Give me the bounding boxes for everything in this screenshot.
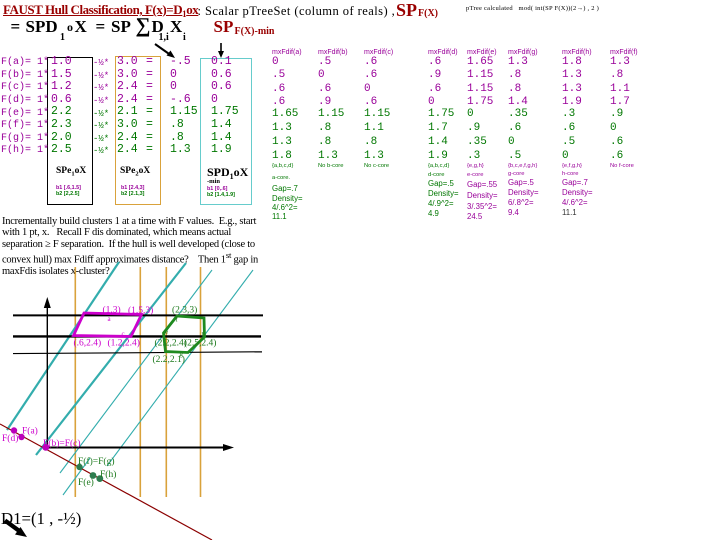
svg-text:F(b)=F(c): F(b)=F(c) [43,438,81,449]
svg-text:F(h): F(h) [100,469,116,480]
svg-text:(2.5,2.4): (2.5,2.4) [184,338,216,349]
svg-text:h: h [202,331,206,339]
svg-text:f: f [176,316,179,324]
svg-text:a: a [108,315,112,323]
svg-text:c: c [122,330,125,338]
svg-text:(2.2,2.4): (2.2,2.4) [155,338,187,349]
svg-text:g: g [180,350,184,358]
svg-text:F(a): F(a) [22,426,38,437]
svg-text:F(e): F(e) [78,477,94,488]
svg-text:(1.5,3): (1.5,3) [128,305,153,316]
svg-text:(.6,2.4): (.6,2.4) [74,338,102,349]
svg-text:D1=(1 , -½): D1=(1 , -½) [1,509,81,528]
svg-text:F(f)=F(g): F(f)=F(g) [78,456,115,467]
svg-text:e: e [165,328,168,336]
svg-text:F(d): F(d) [2,433,18,444]
svg-text:(1.2,2.4): (1.2,2.4) [108,338,140,349]
svg-text:(2.3,3): (2.3,3) [172,305,197,316]
svg-text:(1,3): (1,3) [103,305,121,316]
svg-text:(2.2,2.1): (2.2,2.1) [153,354,185,365]
